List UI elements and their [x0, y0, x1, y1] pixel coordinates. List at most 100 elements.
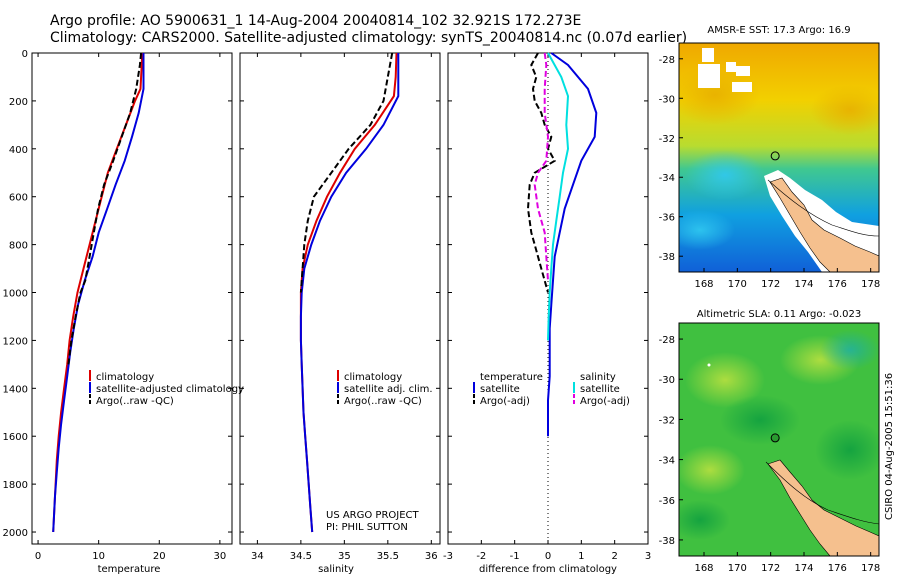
- x-tick-label: 30: [214, 551, 227, 562]
- sst-map-title: AMSR-E SST: 17.3 Argo: 16.9: [707, 25, 850, 36]
- map-x-tick-label: 176: [828, 279, 847, 290]
- x-tick-label: -1: [510, 551, 520, 562]
- y-tick-label: 1800: [3, 480, 28, 491]
- difference-xlabel: difference from climatology: [479, 564, 617, 575]
- y-tick-label: 1200: [3, 336, 28, 347]
- y-tick-label: 0: [22, 49, 28, 60]
- y-tick-label: 1400: [3, 384, 28, 395]
- argo-float-marker: [770, 433, 780, 443]
- y-tick-label: 1600: [3, 432, 28, 443]
- legend-label-sal-argo: Argo(-adj): [580, 396, 630, 407]
- x-tick-label: 0: [35, 551, 41, 562]
- map-x-tick-label: 174: [794, 279, 813, 290]
- series-line-satellite-adjusted-climatology: [52, 53, 145, 533]
- x-tick-label: -2: [476, 551, 486, 562]
- y-tick-label: 1000: [3, 289, 28, 300]
- y-tick-label: 800: [9, 241, 28, 252]
- map-y-tick-label: -28: [659, 335, 675, 346]
- map-y-tick-label: -28: [659, 55, 675, 66]
- series-line-salinity-argo-adj-: [533, 52, 550, 281]
- project-annotation-line-1: US ARGO PROJECT: [326, 510, 420, 521]
- temperature-axes-frame: [31, 52, 233, 545]
- map-y-tick-label: -36: [659, 496, 675, 507]
- x-tick-label: 20: [153, 551, 166, 562]
- map-y-tick-label: -32: [659, 134, 675, 145]
- temperature-xlabel: temperature: [98, 564, 161, 575]
- argo-float-marker: [770, 151, 780, 161]
- map-x-tick-label: 174: [794, 563, 813, 574]
- legend-label-sal-satellite: satellite: [580, 384, 620, 395]
- x-tick-label: 35.5: [377, 551, 399, 562]
- x-tick-label: 34: [251, 551, 264, 562]
- sla-map-title: Altimetric SLA: 0.11 Argo: -0.023: [697, 309, 862, 320]
- legend-label-satellite-adjusted: satellite-adjusted climatology: [96, 384, 244, 395]
- series-line-temperature-argo-adj-: [526, 52, 557, 293]
- map-x-tick-label: 168: [694, 279, 713, 290]
- x-tick-label: 2: [611, 551, 617, 562]
- series-line-satellite-adj-clim-: [299, 53, 400, 533]
- project-annotation-line-2: PI: PHIL SUTTON: [326, 522, 408, 533]
- map-x-tick-label: 170: [728, 279, 747, 290]
- map-y-tick-label: -38: [659, 536, 675, 547]
- timestamp-stamp: CSIRO 04-Aug-2005 15:51:36: [884, 372, 895, 520]
- salinity-xlabel: salinity: [318, 564, 354, 575]
- map-x-tick-label: 168: [694, 563, 713, 574]
- chart-title-line-2: Climatology: CARS2000. Satellite-adjuste…: [50, 30, 688, 46]
- x-tick-label: -3: [443, 551, 453, 562]
- legend-header-salinity: salinity: [580, 372, 616, 383]
- salinity-axes-frame: [239, 52, 441, 545]
- x-tick-label: 3: [645, 551, 651, 562]
- map-y-tick-label: -38: [659, 252, 675, 263]
- map-y-tick-label: -30: [659, 94, 675, 105]
- series-line-climatology: [299, 52, 398, 533]
- salinity-legend: climatology satellite adj. clim. Argo(..…: [337, 370, 433, 407]
- map-x-tick-label: 172: [761, 279, 780, 290]
- x-tick-label: 0: [545, 551, 551, 562]
- legend-label-argo: Argo(..raw -QC): [96, 396, 174, 407]
- y-tick-label: 600: [9, 193, 28, 204]
- map-x-tick-label: 176: [828, 563, 847, 574]
- legend-label-argo: Argo(..raw -QC): [344, 396, 422, 407]
- sst-map-panel: AMSR-E SST: 17.3 Argo: 16.9 168 170 172 174…: [659, 25, 881, 290]
- series-line-argo-raw-qc-: [299, 52, 394, 293]
- map-x-tick-label: 178: [861, 563, 880, 574]
- salinity-panel: 34 34.5 35 35.5 36 salinity climatology sate…: [239, 52, 441, 575]
- legend-label-temp-argo: Argo(-adj): [480, 396, 530, 407]
- legend-header-temperature: temperature: [480, 372, 543, 383]
- temperature-panel: 0 10 20 30 0 200 400 600 800 1000 1200 1400 1600 1800…: [3, 49, 244, 575]
- legend-label-temp-satellite: satellite: [480, 384, 520, 395]
- x-tick-label: 34.5: [290, 551, 312, 562]
- x-tick-label: 36: [425, 551, 438, 562]
- sst-map-image: [679, 43, 879, 272]
- temperature-legend: climatology satellite-adjusted climatolo…: [89, 370, 244, 407]
- y-tick-label: 400: [9, 145, 28, 156]
- map-x-tick-label: 178: [861, 279, 880, 290]
- x-tick-label: 10: [92, 551, 105, 562]
- y-tick-label: 2000: [3, 528, 28, 539]
- difference-panel: -3 -2 -1 0 1 2 3 difference from climatology t…: [443, 52, 651, 575]
- map-y-tick-label: -30: [659, 375, 675, 386]
- map-y-tick-label: -32: [659, 415, 675, 426]
- sst-map-frame: [678, 42, 880, 273]
- difference-axes-frame: [447, 52, 649, 545]
- map-x-tick-label: 170: [728, 563, 747, 574]
- legend-label-satellite-adj: satellite adj. clim.: [344, 384, 433, 395]
- chart-title-line-1: Argo profile: AO 5900631_1 14-Aug-2004 2…: [50, 13, 582, 29]
- y-tick-label: 200: [9, 97, 28, 108]
- sla-map-panel: Altimetric SLA: 0.11 Argo: -0.023 168 170…: [659, 309, 881, 574]
- sla-map-frame: [678, 322, 880, 557]
- series-line-temperature-satellite: [547, 52, 598, 437]
- sla-map-image: [679, 323, 879, 556]
- series-line-salinity-satellite: [547, 52, 570, 341]
- map-x-tick-label: 172: [761, 563, 780, 574]
- map-y-tick-label: -34: [659, 456, 675, 467]
- series-line-climatology: [52, 52, 144, 533]
- x-tick-label: 1: [578, 551, 584, 562]
- legend-label-climatology: climatology: [344, 372, 402, 383]
- series-line-argo-raw-qc-: [67, 52, 143, 365]
- x-tick-label: 35: [338, 551, 351, 562]
- legend-label-climatology: climatology: [96, 372, 154, 383]
- difference-legend: temperature satellite Argo(-adj) salinit…: [473, 372, 630, 407]
- map-y-tick-label: -34: [659, 173, 675, 184]
